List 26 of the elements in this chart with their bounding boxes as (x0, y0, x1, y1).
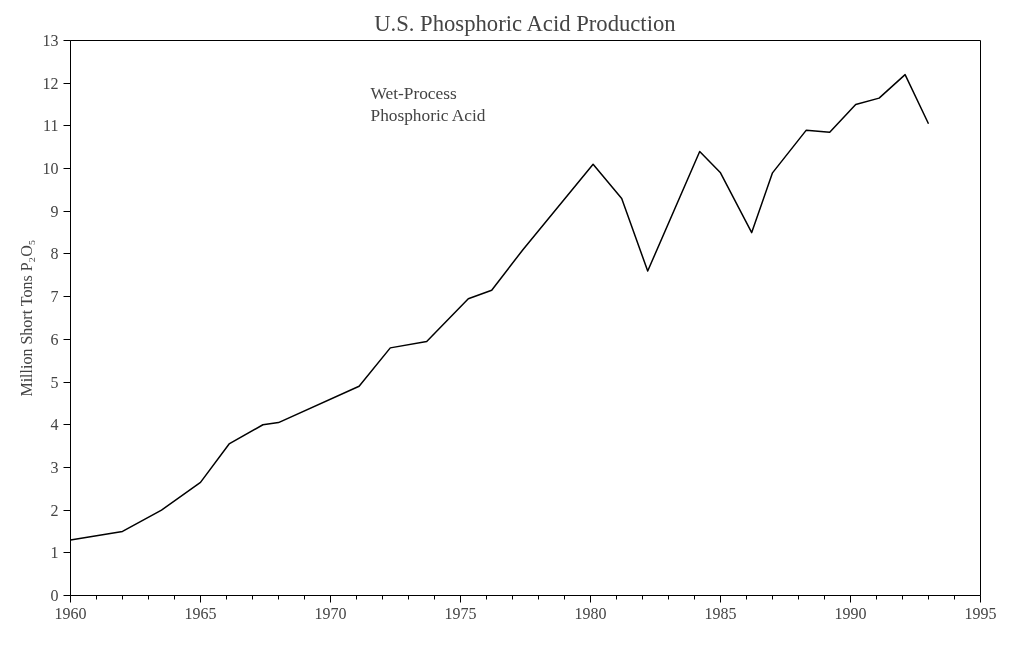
y-tick-label: 10 (42, 160, 59, 178)
x-tick-label: 1965 (184, 604, 217, 622)
y-axis-title: Million Short Tons P₂O₅ (17, 239, 35, 397)
y-tick-label: 9 (50, 202, 59, 220)
x-tick-label: 1990 (834, 604, 867, 622)
y-tick-label: 6 (50, 330, 59, 348)
y-tick-label: 12 (42, 74, 59, 92)
y-tick-label: 4 (50, 416, 59, 434)
y-tick-label: 7 (50, 288, 59, 306)
y-tick-label: 8 (50, 245, 59, 263)
x-tick-label: 1995 (964, 604, 997, 622)
x-tick-label: 1980 (574, 604, 607, 622)
y-tick-label: 0 (50, 587, 59, 604)
y-tick-label: 13 (42, 32, 59, 49)
y-tick-label: 11 (43, 117, 59, 135)
y-tick-label: 3 (50, 458, 59, 476)
x-tick-label: 1985 (704, 604, 737, 622)
x-tick-label: 1960 (54, 604, 87, 622)
x-tick-label: 1975 (444, 604, 477, 622)
annotation: Wet-Process Phosphoric Acid (370, 83, 486, 126)
y-tick-label: 1 (50, 544, 59, 562)
y-tick-label: 2 (50, 501, 59, 519)
x-tick-label: 1970 (314, 604, 347, 622)
y-tick-label: 5 (50, 373, 59, 391)
line-series (70, 73, 930, 541)
chart-title: U.S. Phosphoric Acid Production (374, 10, 676, 36)
